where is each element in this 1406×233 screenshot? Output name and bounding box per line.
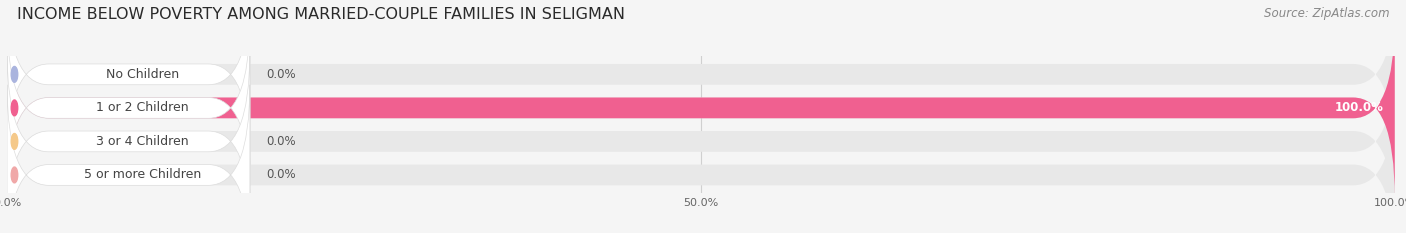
Text: 0.0%: 0.0% (267, 68, 297, 81)
FancyBboxPatch shape (7, 51, 250, 232)
FancyBboxPatch shape (7, 18, 1395, 198)
FancyBboxPatch shape (7, 0, 1395, 164)
FancyBboxPatch shape (7, 18, 1395, 198)
Circle shape (11, 100, 18, 116)
Circle shape (11, 134, 18, 149)
FancyBboxPatch shape (7, 18, 250, 198)
FancyBboxPatch shape (7, 85, 250, 233)
Text: Source: ZipAtlas.com: Source: ZipAtlas.com (1264, 7, 1389, 20)
Text: 100.0%: 100.0% (1334, 101, 1384, 114)
FancyBboxPatch shape (7, 0, 250, 164)
Text: 1 or 2 Children: 1 or 2 Children (96, 101, 188, 114)
FancyBboxPatch shape (7, 51, 1395, 232)
Circle shape (11, 66, 18, 82)
Text: INCOME BELOW POVERTY AMONG MARRIED-COUPLE FAMILIES IN SELIGMAN: INCOME BELOW POVERTY AMONG MARRIED-COUPL… (17, 7, 624, 22)
Text: 0.0%: 0.0% (267, 168, 297, 182)
Text: 0.0%: 0.0% (267, 135, 297, 148)
FancyBboxPatch shape (7, 85, 1395, 233)
Text: 3 or 4 Children: 3 or 4 Children (96, 135, 188, 148)
Circle shape (11, 167, 18, 183)
Text: No Children: No Children (105, 68, 179, 81)
Text: 5 or more Children: 5 or more Children (84, 168, 201, 182)
